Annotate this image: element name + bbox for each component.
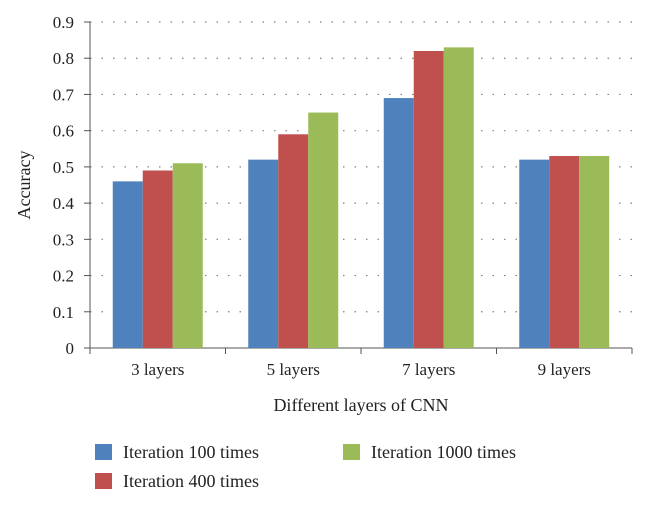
y-axis-title: Accuracy — [14, 151, 34, 220]
y-tick-label: 0.9 — [53, 13, 74, 32]
x-tick-label: 7 layers — [402, 360, 455, 379]
legend-swatch — [95, 444, 112, 460]
legend-item: Iteration 400 times — [95, 471, 259, 491]
labels-layer: 0 0.1 0.2 0.3 0.4 0.5 0.6 0.7 0.8 0.9 3 layers 5 la… — [53, 13, 591, 379]
bar-iteration-1000-times-9-layers — [579, 156, 610, 348]
x-tick-label: 5 layers — [267, 360, 320, 379]
bar-iteration-1000-times-3-layers — [172, 163, 203, 348]
bar-iteration-100-times-9-layers — [519, 159, 550, 348]
bar-iteration-100-times-3-layers — [112, 181, 143, 348]
x-tick-label: 9 layers — [538, 360, 591, 379]
y-tick-label: 0.4 — [53, 194, 75, 213]
bar-iteration-400-times-5-layers — [278, 134, 309, 348]
y-tick-label: 0.1 — [53, 303, 74, 322]
bar-iteration-100-times-7-layers — [383, 98, 414, 348]
legend-item: Iteration 100 times — [95, 442, 259, 462]
y-tick-label: 0 — [66, 339, 75, 358]
legend: Iteration 100 times Iteration 400 times It… — [95, 442, 516, 491]
legend-item: Iteration 1000 times — [343, 442, 516, 462]
bar-iteration-400-times-7-layers — [413, 50, 444, 348]
legend-label: Iteration 100 times — [123, 442, 259, 462]
legend-label: Iteration 400 times — [123, 471, 259, 491]
bar-iteration-1000-times-5-layers — [308, 112, 339, 348]
x-tick-label: 3 layers — [131, 360, 184, 379]
y-tick-label: 0.8 — [53, 49, 74, 68]
legend-label: Iteration 1000 times — [371, 442, 516, 462]
y-tick-label: 0.6 — [53, 122, 74, 141]
legend-swatch — [343, 444, 360, 460]
bar-iteration-1000-times-7-layers — [443, 47, 474, 348]
y-tick-label: 0.2 — [53, 267, 74, 286]
bar-iteration-400-times-3-layers — [142, 170, 173, 348]
bar-iteration-400-times-9-layers — [549, 156, 580, 348]
bar-iteration-100-times-5-layers — [248, 159, 279, 348]
x-axis-title: Different layers of CNN — [273, 395, 448, 415]
y-tick-label: 0.3 — [53, 230, 74, 249]
y-tick-label: 0.5 — [53, 158, 74, 177]
y-tick-label: 0.7 — [53, 85, 75, 104]
legend-swatch — [95, 473, 112, 489]
bars-layer — [112, 47, 610, 348]
